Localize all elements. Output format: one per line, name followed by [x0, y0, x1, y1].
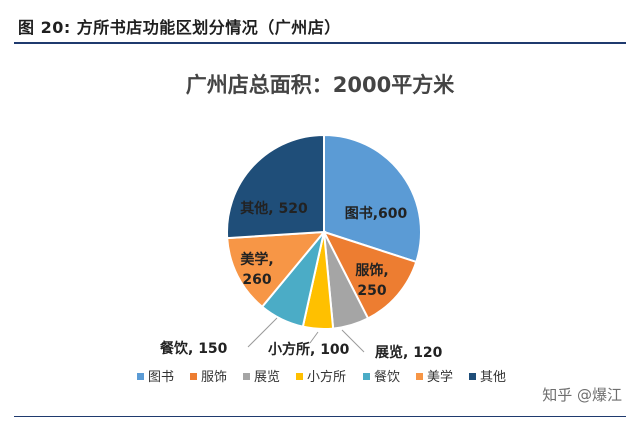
data-label-5: 餐饮, 150	[159, 340, 228, 357]
data-label-3: 展览, 120	[375, 344, 443, 361]
legend-swatch-5	[363, 373, 370, 380]
leader-line-4	[309, 331, 319, 344]
legend-swatch-4	[296, 373, 303, 380]
legend-swatch-2	[190, 373, 197, 380]
data-label-7: 其他, 520	[240, 200, 308, 217]
pie-slice-2	[322, 230, 418, 320]
leader-line-5	[247, 317, 278, 348]
legend-entry-4: 小方所	[307, 369, 346, 385]
legend-swatch-6	[416, 373, 423, 380]
chart-title: 广州店总面积：2000平方米	[186, 73, 455, 97]
top-rule	[14, 42, 626, 44]
legend-entry-7: 其他	[480, 370, 506, 385]
legend-entry-1: 图书	[148, 370, 174, 385]
data-labels: 图书,600 服饰, 250 展览, 120 小方所, 100 餐饮, 150 美学, 260…	[159, 200, 443, 361]
pie-slice-6	[226, 230, 327, 309]
data-label-4: 小方所, 100	[268, 341, 350, 358]
leader-line-3	[341, 329, 365, 353]
legend-entry-2: 服饰	[201, 370, 227, 385]
pie-slices	[226, 133, 422, 330]
data-label-6: 美学, 260	[240, 251, 273, 288]
data-label-1: 图书,600	[345, 205, 408, 222]
legend-entry-5: 餐饮	[374, 369, 400, 385]
leader-lines	[247, 317, 365, 353]
legend-entry-3: 展览	[254, 369, 280, 385]
pie-slice-1	[323, 133, 422, 264]
pie-slice-7	[226, 133, 325, 240]
figure-caption: 图 20: 方所书店功能区划分情况（广州店）	[18, 18, 341, 37]
legend: 图书 服饰 展览 小方所 餐饮 美学 其他	[137, 369, 506, 385]
bottom-rule	[14, 416, 626, 417]
legend-swatch-7	[469, 373, 476, 380]
watermark: 知乎 @爆江	[542, 386, 622, 404]
legend-entry-6: 美学	[427, 369, 453, 385]
legend-swatch-3	[243, 373, 250, 380]
data-label-2: 服饰, 250	[355, 262, 388, 299]
legend-swatch-1	[137, 373, 144, 380]
